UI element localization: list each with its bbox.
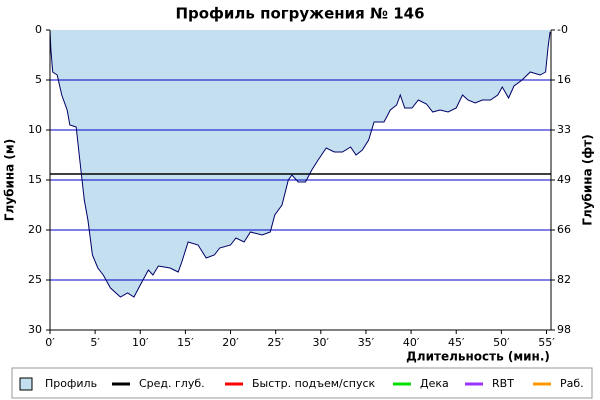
legend-label: Быстр. подъем/спуск xyxy=(252,377,376,390)
legend-label: Сред. глуб. xyxy=(139,377,205,390)
y2-tick-label: 82 xyxy=(557,273,571,286)
legend-swatch xyxy=(19,377,33,391)
y-tick-label: 25 xyxy=(28,273,42,286)
legend-label: Раб. xyxy=(560,377,584,390)
y2-tick-label: -0 xyxy=(557,23,568,36)
y-tick-label: 15 xyxy=(28,173,42,186)
x-tick-label: 20′ xyxy=(222,336,239,349)
y2-tick-label: 33 xyxy=(557,123,571,136)
y2-axis-label: Глубина (фт) xyxy=(581,134,595,225)
legend-label: Профиль xyxy=(45,377,97,390)
x-tick-label: 30′ xyxy=(313,336,330,349)
x-tick-label: 5′ xyxy=(90,336,100,349)
legend-label: Дека xyxy=(420,377,449,390)
y-tick-label: 5 xyxy=(35,73,42,86)
x-axis-label: Длительность (мин.) xyxy=(406,350,550,364)
x-tick-label: 50′ xyxy=(493,336,510,349)
x-tick-label: 10′ xyxy=(132,336,149,349)
y-tick-label: 30 xyxy=(28,323,42,336)
x-tick-label: 0′ xyxy=(45,336,55,349)
x-tick-label: 35′ xyxy=(358,336,375,349)
profile-area xyxy=(50,30,551,297)
x-tick-label: 55′ xyxy=(538,336,555,349)
x-tick-label: 40′ xyxy=(403,336,420,349)
x-tick-label: 25′ xyxy=(267,336,284,349)
y-tick-label: 10 xyxy=(28,123,42,136)
x-tick-label: 45′ xyxy=(448,336,465,349)
profile-line xyxy=(49,29,551,298)
legend-label: RBT xyxy=(492,377,514,390)
y-axis-label: Глубина (м) xyxy=(3,139,17,221)
y2-tick-label: 66 xyxy=(557,223,571,236)
y-tick-label: 20 xyxy=(28,223,42,236)
y2-tick-label: 49 xyxy=(557,173,571,186)
x-tick-label: 15′ xyxy=(177,336,194,349)
y2-tick-label: 16 xyxy=(557,73,571,86)
y-tick-label: 0 xyxy=(35,23,42,36)
legend-box xyxy=(11,367,593,399)
y2-tick-label: 98 xyxy=(557,323,571,336)
chart-title: Профиль погружения № 146 xyxy=(175,5,424,23)
